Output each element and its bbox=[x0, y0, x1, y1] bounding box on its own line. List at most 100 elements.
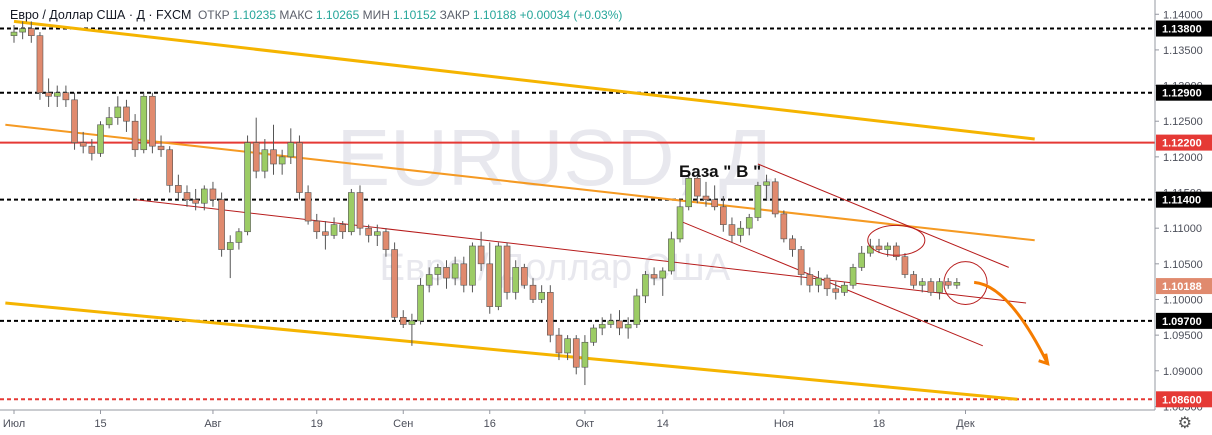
candle-body bbox=[348, 192, 355, 233]
x-tick-label: Июл bbox=[3, 418, 25, 430]
candle-body bbox=[469, 245, 476, 286]
candle-body bbox=[572, 338, 580, 368]
candle-body bbox=[434, 267, 442, 275]
candle-body bbox=[149, 95, 156, 147]
highlight-ellipse bbox=[867, 224, 926, 256]
low-label: МИН bbox=[362, 8, 390, 22]
x-tick-label: 14 bbox=[657, 418, 669, 430]
candle-body bbox=[53, 92, 61, 97]
open-label: ОТКР bbox=[197, 8, 230, 22]
candle-body bbox=[763, 181, 770, 186]
y-tick-label: 1.13500 bbox=[1163, 45, 1203, 57]
candle-body bbox=[555, 334, 563, 354]
candle-body bbox=[953, 282, 961, 286]
candle-body bbox=[737, 227, 744, 236]
candle-body bbox=[105, 117, 113, 126]
x-tick-label: Окт bbox=[576, 418, 595, 430]
trendline-orange-trend bbox=[5, 123, 1035, 242]
high-label: МАКС bbox=[279, 8, 313, 22]
candle-body bbox=[36, 35, 44, 93]
x-tick-label: 15 bbox=[94, 418, 106, 430]
candle-body bbox=[477, 245, 485, 265]
x-tick-label: Сен bbox=[393, 418, 413, 430]
trendline-desc-lower bbox=[679, 220, 983, 347]
y-tick-label: 1.14000 bbox=[1163, 9, 1203, 21]
candle-body bbox=[858, 252, 866, 268]
candle-body bbox=[175, 185, 182, 193]
candle-body bbox=[399, 317, 407, 325]
candle-body bbox=[771, 181, 779, 215]
candle-body bbox=[719, 206, 727, 225]
candle-body bbox=[728, 224, 736, 236]
candle-body bbox=[780, 213, 788, 240]
candle-body bbox=[365, 227, 372, 236]
candle-body bbox=[183, 192, 191, 200]
level-price-label: 1.12200 bbox=[1162, 138, 1202, 150]
candle-body bbox=[218, 199, 225, 250]
x-tick-label: Дек bbox=[956, 418, 975, 430]
candle-body bbox=[88, 145, 96, 154]
candle-body bbox=[451, 263, 459, 279]
candle-body bbox=[616, 320, 623, 329]
candle-body bbox=[875, 245, 883, 250]
candle-body bbox=[685, 177, 693, 208]
x-tick-label: 18 bbox=[873, 418, 885, 430]
candle-body bbox=[45, 92, 52, 97]
symbol-title[interactable]: Евро / Доллар США · Д · FXCM bbox=[10, 8, 192, 22]
candle-body bbox=[252, 142, 260, 172]
y-tick-label: 1.09500 bbox=[1163, 330, 1203, 342]
candle-body bbox=[694, 177, 701, 197]
candle-body bbox=[546, 292, 554, 336]
candle-body bbox=[278, 156, 286, 165]
candle-body bbox=[71, 99, 78, 143]
level-price-label: 1.12900 bbox=[1162, 88, 1202, 100]
candle-body bbox=[789, 238, 796, 250]
candle-body bbox=[529, 284, 537, 300]
candle-body bbox=[745, 217, 753, 229]
candle-body bbox=[581, 341, 589, 368]
candle-body bbox=[806, 274, 814, 286]
y-tick-label: 1.11000 bbox=[1163, 223, 1202, 235]
last-price-tag bbox=[1156, 278, 1212, 295]
candle-body bbox=[841, 284, 848, 293]
x-tick-label: 16 bbox=[484, 418, 496, 430]
candle-body bbox=[10, 31, 18, 36]
y-tick-label: 1.10000 bbox=[1163, 294, 1203, 306]
candle-body bbox=[157, 145, 165, 151]
candle-body bbox=[590, 327, 597, 343]
candle-body bbox=[486, 263, 494, 307]
candle-body bbox=[261, 149, 269, 172]
y-tick-label: 1.10500 bbox=[1163, 259, 1203, 271]
candle-body bbox=[815, 277, 822, 286]
candle-body bbox=[287, 142, 295, 158]
candle-body bbox=[140, 95, 148, 151]
y-tick-label: 1.09000 bbox=[1163, 366, 1203, 378]
candle-body bbox=[797, 249, 805, 275]
candle-body bbox=[391, 249, 398, 318]
candle-body bbox=[313, 220, 321, 233]
trendline-thin-red bbox=[135, 199, 1027, 304]
chart-header: Евро / Доллар США · Д · FXCM ОТКР 1.10235… bbox=[10, 8, 625, 22]
candle-body bbox=[642, 274, 649, 297]
candle-body bbox=[607, 320, 615, 325]
gear-icon[interactable]: ⚙ bbox=[1177, 415, 1192, 432]
candle-body bbox=[849, 267, 857, 286]
high-value: 1.10265 bbox=[315, 8, 360, 22]
level-price-label: 1.11400 bbox=[1162, 195, 1201, 207]
candle-body bbox=[927, 281, 935, 293]
candle-body bbox=[166, 149, 173, 186]
candle-body bbox=[296, 142, 303, 193]
candle-body bbox=[192, 199, 199, 204]
candle-body bbox=[659, 270, 667, 279]
level-price-tag bbox=[1156, 134, 1212, 151]
candle-body bbox=[668, 238, 675, 272]
candle-body bbox=[936, 281, 943, 293]
level-price-tag bbox=[1156, 191, 1212, 208]
candle-body bbox=[702, 195, 710, 200]
level-price-tag bbox=[1156, 20, 1212, 37]
candle-body bbox=[538, 292, 545, 300]
candle-body bbox=[425, 274, 433, 286]
level-price-tag bbox=[1156, 84, 1212, 101]
watermark-ticker: EURUSD, Д bbox=[337, 113, 773, 202]
candle-body bbox=[408, 320, 416, 325]
